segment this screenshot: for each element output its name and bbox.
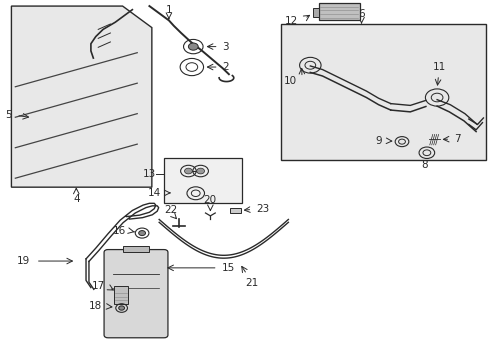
Bar <box>122 246 149 252</box>
Circle shape <box>188 43 198 50</box>
Text: 9: 9 <box>375 136 382 145</box>
Text: 17: 17 <box>92 281 105 291</box>
Text: 20: 20 <box>203 195 216 205</box>
FancyBboxPatch shape <box>104 249 167 338</box>
Text: 1: 1 <box>165 5 172 15</box>
Text: 8: 8 <box>421 160 427 170</box>
Bar <box>281 24 485 160</box>
Text: 15: 15 <box>221 263 234 273</box>
Text: 10: 10 <box>284 76 297 86</box>
Text: 13: 13 <box>142 168 156 179</box>
Circle shape <box>119 306 124 310</box>
Bar <box>312 8 318 17</box>
Text: 6: 6 <box>358 9 364 19</box>
Text: 7: 7 <box>453 134 460 144</box>
Text: 18: 18 <box>89 301 102 311</box>
Text: 16: 16 <box>113 226 126 236</box>
Text: 5: 5 <box>5 111 11 121</box>
Text: 4: 4 <box>73 194 80 204</box>
Bar <box>114 286 128 304</box>
Polygon shape <box>11 6 152 187</box>
Text: 11: 11 <box>432 62 445 72</box>
Bar <box>229 208 240 213</box>
Bar <box>318 3 359 21</box>
Circle shape <box>184 168 192 174</box>
Text: 3: 3 <box>222 42 229 51</box>
Circle shape <box>196 168 204 174</box>
Text: 12: 12 <box>285 16 298 26</box>
Text: 19: 19 <box>17 256 30 266</box>
Text: 14: 14 <box>147 188 160 198</box>
Text: 23: 23 <box>256 204 269 214</box>
Text: 22: 22 <box>163 205 177 215</box>
Circle shape <box>139 230 145 235</box>
Bar <box>163 158 242 203</box>
Text: 2: 2 <box>222 62 229 72</box>
Text: 21: 21 <box>244 278 258 288</box>
